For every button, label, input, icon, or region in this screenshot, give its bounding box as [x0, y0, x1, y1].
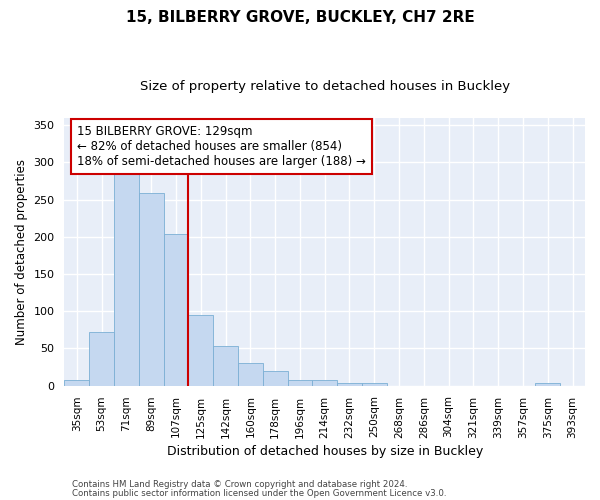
Text: 15, BILBERRY GROVE, BUCKLEY, CH7 2RE: 15, BILBERRY GROVE, BUCKLEY, CH7 2RE — [125, 10, 475, 25]
Y-axis label: Number of detached properties: Number of detached properties — [15, 158, 28, 344]
Text: Contains HM Land Registry data © Crown copyright and database right 2024.: Contains HM Land Registry data © Crown c… — [72, 480, 407, 489]
Bar — [287, 380, 313, 386]
Title: Size of property relative to detached houses in Buckley: Size of property relative to detached ho… — [140, 80, 510, 93]
Bar — [114, 174, 139, 386]
Bar — [337, 382, 362, 386]
Text: 15 BILBERRY GROVE: 129sqm
← 82% of detached houses are smaller (854)
18% of semi: 15 BILBERRY GROVE: 129sqm ← 82% of detac… — [77, 125, 366, 168]
Bar — [64, 380, 89, 386]
Bar — [139, 193, 164, 386]
X-axis label: Distribution of detached houses by size in Buckley: Distribution of detached houses by size … — [167, 444, 483, 458]
Bar — [313, 380, 337, 386]
Bar — [164, 234, 188, 386]
Bar — [89, 332, 114, 386]
Bar — [213, 346, 238, 386]
Bar — [238, 362, 263, 386]
Bar — [362, 382, 386, 386]
Bar — [263, 371, 287, 386]
Text: Contains public sector information licensed under the Open Government Licence v3: Contains public sector information licen… — [72, 488, 446, 498]
Bar — [535, 384, 560, 386]
Bar — [188, 315, 213, 386]
